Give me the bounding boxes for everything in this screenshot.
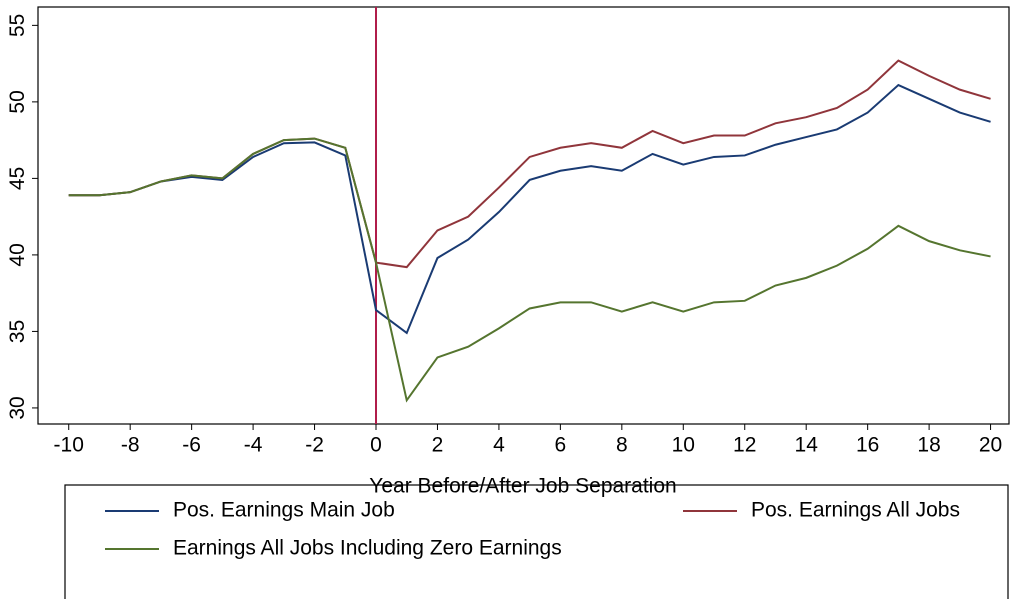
- x-tick-label: 4: [493, 434, 505, 457]
- y-tick-label: 50: [6, 90, 29, 113]
- y-tick-label: 30: [6, 396, 29, 419]
- legend-label: Pos. Earnings All Jobs: [751, 499, 960, 522]
- y-tick-label: 45: [6, 167, 29, 190]
- legend-label: Earnings All Jobs Including Zero Earning…: [173, 537, 562, 560]
- x-tick-label: 0: [370, 434, 382, 457]
- y-tick-label: 40: [6, 243, 29, 266]
- x-tick-label: -6: [182, 434, 201, 457]
- x-tick-label: 10: [672, 434, 695, 457]
- x-tick-label: 16: [856, 434, 879, 457]
- y-tick-label: 35: [6, 320, 29, 343]
- x-tick-label: -8: [121, 434, 140, 457]
- x-axis-label: Year Before/After Job Separation: [369, 475, 676, 498]
- x-tick-label: 20: [979, 434, 1002, 457]
- x-tick-label: 6: [555, 434, 567, 457]
- x-tick-label: 8: [616, 434, 628, 457]
- y-tick-label: 55: [6, 14, 29, 37]
- legend-label: Pos. Earnings Main Job: [173, 499, 395, 522]
- series-line: [68, 137, 991, 403]
- x-tick-label: 2: [432, 434, 444, 457]
- x-tick-label: -4: [244, 434, 263, 457]
- plot-frame: [37, 6, 1010, 425]
- x-tick-label: 18: [917, 434, 940, 457]
- x-tick-label: 12: [733, 434, 756, 457]
- x-tick-label: -10: [54, 434, 84, 457]
- series-line: [68, 59, 991, 269]
- series-line: [68, 83, 991, 335]
- x-tick-label: 14: [795, 434, 819, 457]
- x-tick-label: -2: [305, 434, 324, 457]
- legend-frame: [64, 484, 1009, 599]
